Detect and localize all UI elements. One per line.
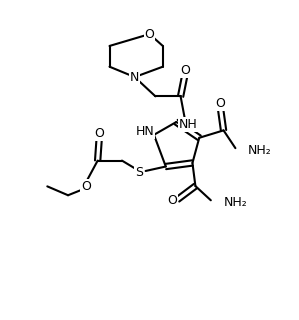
Text: O: O — [167, 194, 177, 207]
Text: NH: NH — [179, 118, 197, 131]
Text: HN: HN — [136, 125, 154, 138]
Text: NH₂: NH₂ — [248, 144, 271, 157]
Text: O: O — [81, 180, 91, 193]
Text: O: O — [216, 97, 225, 110]
Text: O: O — [94, 127, 104, 140]
Text: N: N — [130, 70, 139, 84]
Text: S: S — [135, 166, 143, 179]
Text: O: O — [144, 28, 155, 41]
Text: NH₂: NH₂ — [223, 196, 247, 209]
Text: O: O — [180, 64, 190, 77]
